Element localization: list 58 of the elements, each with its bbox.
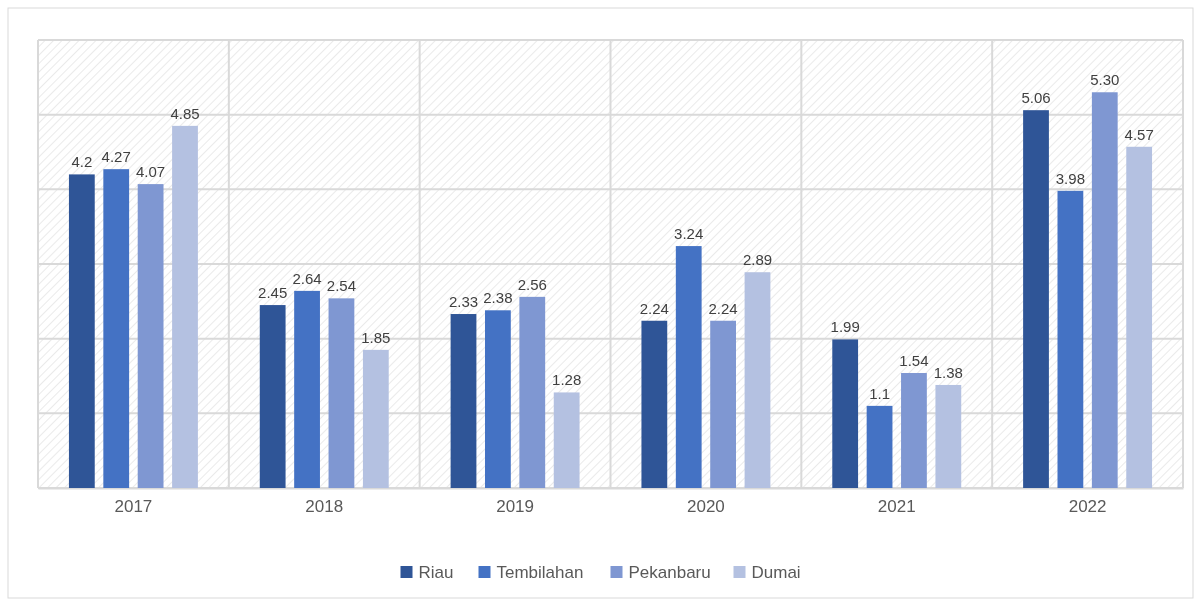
bar <box>832 339 859 488</box>
bar <box>675 246 702 488</box>
x-tick-label: 2017 <box>114 497 153 517</box>
data-label: 3.98 <box>1055 169 1085 187</box>
bar <box>172 125 198 488</box>
data-label: 4.57 <box>1124 125 1154 143</box>
data-label: 1.38 <box>933 363 963 381</box>
bar <box>553 392 580 488</box>
bar <box>935 384 962 488</box>
bar <box>450 314 477 488</box>
data-label: 2.24 <box>708 299 738 317</box>
bar <box>1126 146 1153 488</box>
bar <box>1057 190 1084 488</box>
data-label: 4.07 <box>136 163 166 181</box>
legend-label: Riau <box>418 563 454 582</box>
bar <box>362 349 389 488</box>
bar <box>294 290 320 488</box>
data-label: 2.45 <box>258 284 288 302</box>
bar <box>103 169 130 488</box>
data-label: 2.33 <box>448 293 479 311</box>
data-label: 1.99 <box>830 318 860 336</box>
bar <box>485 310 511 488</box>
bar <box>641 320 668 488</box>
data-label: 4.27 <box>101 148 131 166</box>
data-label: 3.24 <box>674 225 704 243</box>
data-label: 1.54 <box>899 352 929 370</box>
data-label: 2.54 <box>326 277 357 295</box>
data-label: 4.85 <box>170 104 200 122</box>
bar <box>744 272 771 488</box>
x-tick-label: 2021 <box>877 497 916 517</box>
bar <box>328 298 355 488</box>
bar <box>519 296 546 488</box>
x-tick-label: 2020 <box>687 497 725 517</box>
bar <box>1091 92 1118 488</box>
x-tick-label: 2022 <box>1068 497 1107 517</box>
x-tick-label: 2019 <box>496 497 534 517</box>
data-label: 1.1 <box>869 384 890 402</box>
bar <box>710 320 736 488</box>
legend-label: Pekanbaru <box>628 563 711 582</box>
bar <box>68 174 95 488</box>
bar <box>1023 110 1049 488</box>
data-label: 2.89 <box>742 251 773 269</box>
data-label: 5.30 <box>1090 71 1120 89</box>
data-label: 2.38 <box>483 289 513 307</box>
legend-label: Tembilahan <box>496 563 584 582</box>
bar <box>866 405 893 488</box>
bar <box>137 184 164 488</box>
data-label: 2.56 <box>517 275 547 293</box>
data-label: 4.2 <box>71 153 93 171</box>
bar <box>901 373 927 488</box>
data-label: 1.85 <box>361 328 391 346</box>
bar <box>259 305 286 488</box>
data-label: 5.06 <box>1021 89 1051 107</box>
data-label: 1.28 <box>552 371 582 389</box>
data-label: 2.24 <box>639 299 669 317</box>
x-tick-label: 2018 <box>305 497 344 517</box>
data-label: 2.64 <box>292 269 322 287</box>
legend-label: Dumai <box>751 563 801 582</box>
